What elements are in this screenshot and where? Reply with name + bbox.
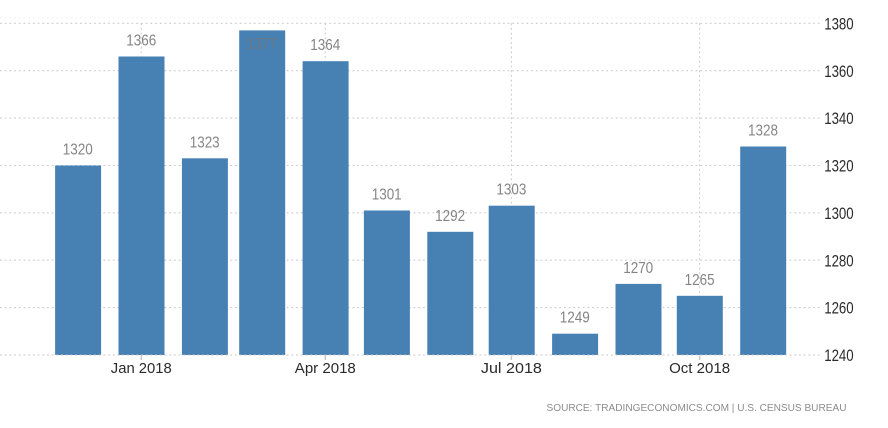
svg-text:1292: 1292 xyxy=(435,208,465,225)
svg-text:1320: 1320 xyxy=(63,142,93,159)
svg-text:1340: 1340 xyxy=(824,109,854,128)
svg-text:1260: 1260 xyxy=(824,299,854,318)
svg-text:1364: 1364 xyxy=(310,37,340,54)
svg-text:1380: 1380 xyxy=(824,14,854,33)
svg-text:Jan 2018: Jan 2018 xyxy=(111,360,172,377)
svg-text:1270: 1270 xyxy=(623,260,653,277)
svg-text:1301: 1301 xyxy=(372,187,402,204)
svg-text:1328: 1328 xyxy=(748,123,778,140)
svg-text:Jul 2018: Jul 2018 xyxy=(481,360,542,377)
svg-text:1377: 1377 xyxy=(247,36,277,53)
svg-text:1320: 1320 xyxy=(824,157,854,176)
svg-text:SOURCE: TRADINGECONOMICS.COM: SOURCE: TRADINGECONOMICS.COM | U.S. CENS… xyxy=(547,402,847,414)
svg-text:1366: 1366 xyxy=(126,33,156,50)
svg-text:1360: 1360 xyxy=(824,62,854,81)
svg-text:Oct 2018: Oct 2018 xyxy=(669,360,730,377)
svg-text:1303: 1303 xyxy=(496,182,526,199)
svg-text:1265: 1265 xyxy=(685,272,715,289)
svg-text:1323: 1323 xyxy=(190,134,220,151)
svg-text:Apr 2018: Apr 2018 xyxy=(295,360,356,377)
svg-text:1240: 1240 xyxy=(824,346,854,365)
svg-text:1249: 1249 xyxy=(560,310,590,327)
svg-text:1280: 1280 xyxy=(824,251,854,270)
svg-text:1300: 1300 xyxy=(824,204,854,223)
